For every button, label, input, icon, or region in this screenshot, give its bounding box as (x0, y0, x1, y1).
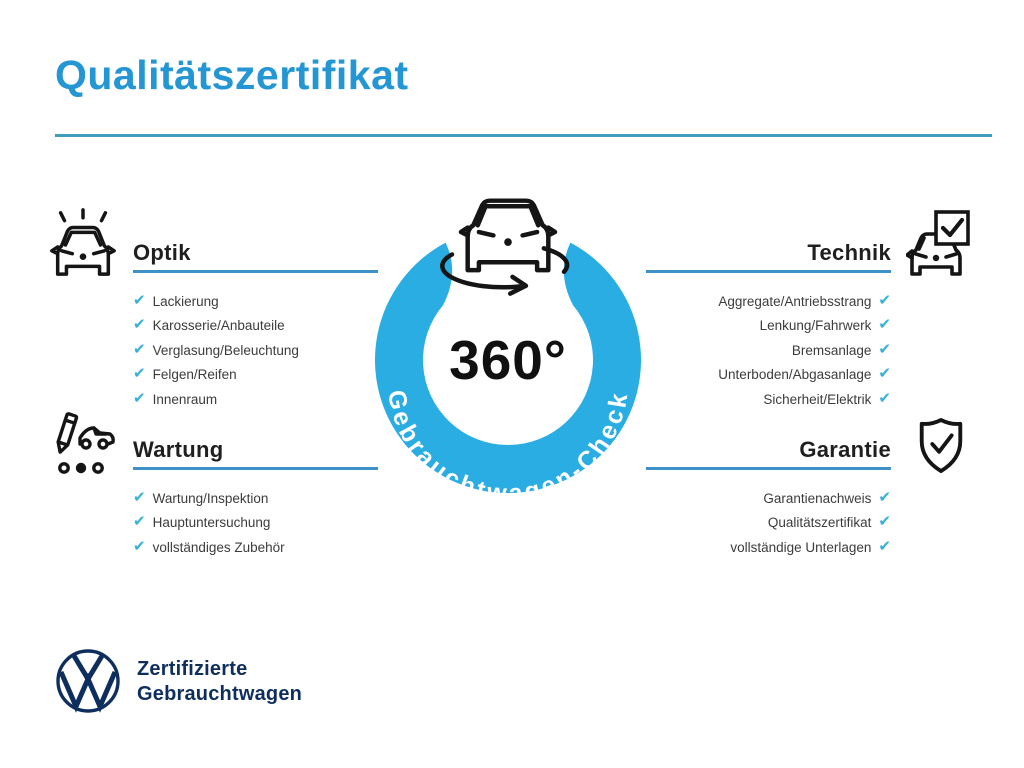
list-item-label: Karosserie/Anbauteile (152, 318, 285, 334)
checklist: Garantienachweis ✔ Qualitätszertifikat ✔ v… (646, 486, 891, 560)
check-icon: ✔ (878, 340, 891, 358)
list-item: Qualitätszertifikat ✔ (646, 511, 891, 536)
check-icon: ✔ (878, 488, 891, 506)
list-item-label: Garantienachweis (763, 490, 872, 506)
list-item-label: Aggregate/Antriebsstrang (718, 293, 872, 309)
section-garantie: Garantie Garantienachweis ✔ Qualitätszert… (646, 437, 891, 560)
list-item: ✔ Felgen/Reifen (133, 363, 378, 388)
list-item: ✔ Karosserie/Anbauteile (133, 314, 378, 339)
checklist: Aggregate/Antriebsstrang ✔ Lenkung/Fahrwe… (646, 289, 891, 412)
badge-360-check: Gebrauchtwagen-Check 360° (360, 175, 660, 508)
car-shine-icon (46, 206, 120, 282)
section-underline (133, 270, 378, 273)
checklist: ✔ Lackierung ✔ Karosserie/Anbauteile ✔ Verg… (133, 289, 378, 412)
list-item: Bremsanlage ✔ (646, 338, 891, 363)
section-optik: Optik ✔ Lackierung ✔ Karosserie/Anbauteile… (133, 240, 378, 412)
list-item-label: Lenkung/Fahrwerk (759, 318, 872, 334)
badge-svg: Gebrauchtwagen-Check 360° (375, 198, 642, 508)
section-underline (646, 270, 891, 273)
list-item-label: Verglasung/Beleuchtung (152, 342, 299, 358)
section-wartung: Wartung ✔ Wartung/Inspektion ✔ Hauptunters… (133, 437, 378, 560)
list-item-label: Qualitätszertifikat (767, 515, 872, 531)
check-icon: ✔ (133, 340, 146, 358)
list-item-label: Unterboden/Abgasanlage (718, 367, 872, 383)
list-item: vollständige Unterlagen ✔ (646, 535, 891, 560)
check-icon: ✔ (133, 365, 146, 383)
check-icon: ✔ (878, 513, 891, 531)
car-rotation-icon (440, 198, 570, 296)
check-icon: ✔ (878, 365, 891, 383)
check-icon: ✔ (133, 513, 146, 531)
list-item: Garantienachweis ✔ (646, 486, 891, 511)
list-item: ✔ vollständiges Zubehör (133, 535, 378, 560)
list-item-label: Wartung/Inspektion (152, 490, 269, 506)
checklist: ✔ Wartung/Inspektion ✔ Hauptuntersuchung ✔… (133, 486, 378, 560)
page-title: Qualitätszertifikat (55, 52, 409, 98)
section-title: Wartung (133, 437, 224, 462)
brand-claim-line1: Zertifizierte (137, 658, 248, 680)
list-item-label: vollständige Unterlagen (730, 539, 872, 555)
list-item-label: Innenraum (152, 391, 218, 407)
list-item: ✔ Hauptuntersuchung (133, 511, 378, 536)
check-icon: ✔ (133, 316, 146, 334)
check-icon: ✔ (133, 389, 146, 407)
list-item-label: Bremsanlage (791, 342, 872, 358)
check-icon: ✔ (133, 291, 146, 309)
title-divider (55, 134, 992, 137)
list-item: Sicherheit/Elektrik ✔ (646, 387, 891, 412)
section-underline (646, 467, 891, 470)
section-technik: Technik Aggregate/Antriebsstrang ✔ Lenkun… (646, 240, 891, 412)
check-icon: ✔ (133, 537, 146, 555)
check-icon: ✔ (878, 316, 891, 334)
brand-claim: Zertifizierte Gebrauchtwagen (137, 657, 302, 707)
list-item-label: Felgen/Reifen (152, 367, 237, 383)
list-item-label: vollständiges Zubehör (152, 539, 285, 555)
vw-logo (55, 648, 121, 714)
list-item: ✔ Innenraum (133, 387, 378, 412)
section-title: Technik (807, 240, 891, 265)
list-item: Aggregate/Antriebsstrang ✔ (646, 289, 891, 314)
list-item: Unterboden/Abgasanlage ✔ (646, 363, 891, 388)
check-icon: ✔ (878, 389, 891, 407)
list-item-label: Hauptuntersuchung (152, 515, 271, 531)
list-item: ✔ Verglasung/Beleuchtung (133, 338, 378, 363)
badge-ring (375, 242, 642, 494)
shield-check-icon (914, 416, 968, 476)
check-icon: ✔ (878, 537, 891, 555)
section-title: Optik (133, 240, 191, 265)
list-item-label: Lackierung (152, 293, 219, 309)
list-item: ✔ Lackierung (133, 289, 378, 314)
brand-claim-line2: Gebrauchtwagen (137, 683, 303, 705)
section-underline (133, 467, 378, 470)
check-icon: ✔ (878, 291, 891, 309)
check-icon: ✔ (133, 488, 146, 506)
list-item: Lenkung/Fahrwerk ✔ (646, 314, 891, 339)
section-title: Garantie (799, 437, 891, 462)
pencil-car-checklist-icon (50, 410, 118, 480)
badge-center-label: 360° (449, 329, 567, 391)
list-item: ✔ Wartung/Inspektion (133, 486, 378, 511)
car-checkbox-icon (906, 210, 972, 278)
list-item-label: Sicherheit/Elektrik (763, 391, 872, 407)
